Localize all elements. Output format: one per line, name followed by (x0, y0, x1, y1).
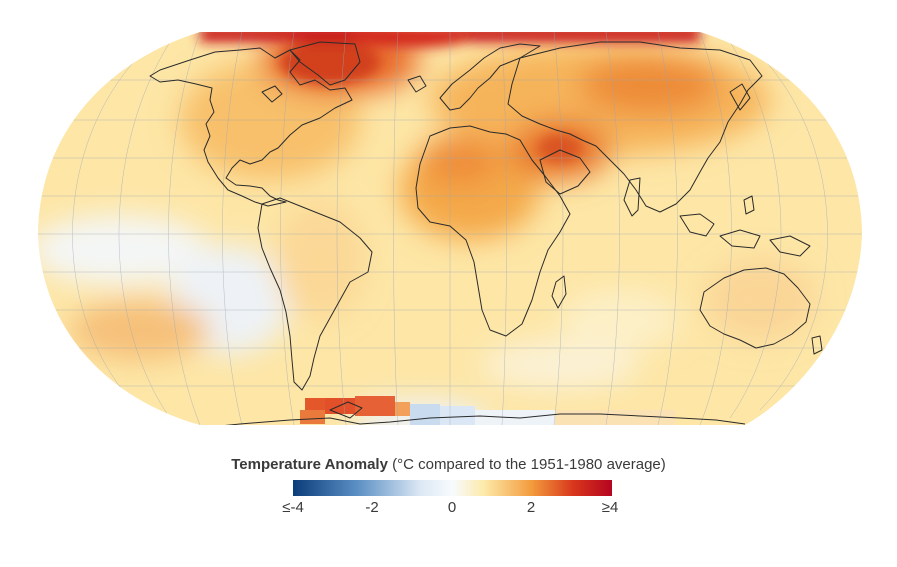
legend-title: Temperature Anomaly (°C compared to the … (0, 456, 897, 473)
tick-label-zero: 0 (447, 499, 457, 516)
coastlines (149, 41, 857, 425)
tick-label-pos2: 2 (526, 499, 536, 516)
colorbar (293, 480, 612, 496)
graticule (38, 32, 862, 425)
legend: Temperature Anomaly (°C compared to the … (0, 456, 897, 526)
legend-title-bold: Temperature Anomaly (231, 456, 388, 473)
legend-title-rest: (°C compared to the 1951-1980 average) (387, 456, 666, 473)
tick-label-neg2: -2 (365, 499, 379, 516)
anomaly-field (38, 32, 862, 425)
world-map (38, 32, 862, 425)
temperature-anomaly-map (38, 32, 862, 425)
tick-label-max: ≥4 (601, 499, 619, 516)
tick-label-min: ≤-4 (282, 499, 304, 516)
